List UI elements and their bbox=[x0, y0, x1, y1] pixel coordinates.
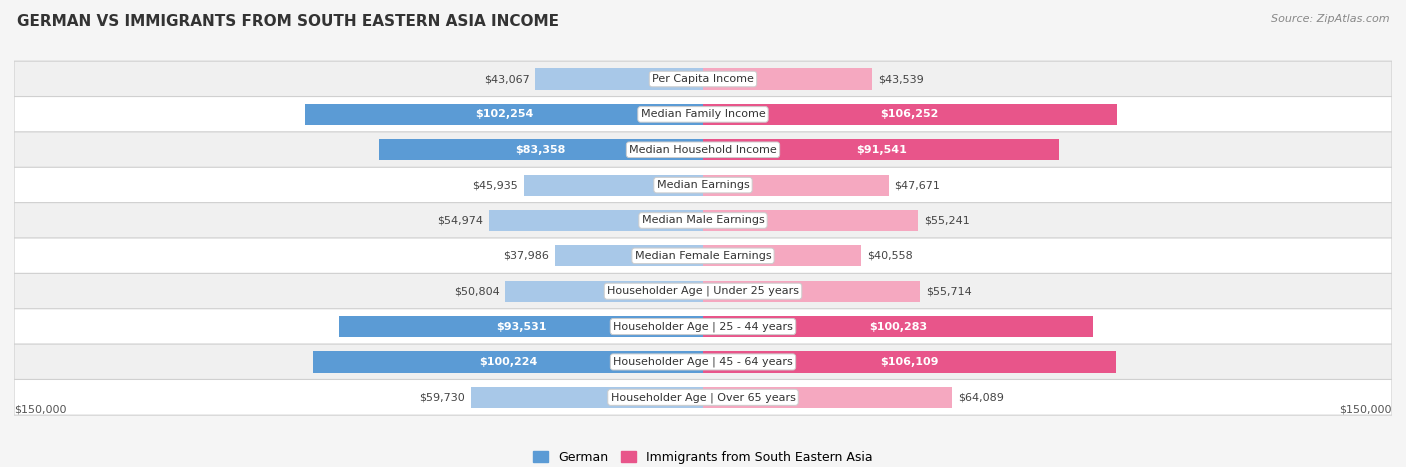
Text: $100,224: $100,224 bbox=[479, 357, 537, 367]
Bar bbox=[314, 351, 703, 373]
Bar bbox=[524, 175, 703, 196]
Bar bbox=[703, 210, 918, 231]
Text: Householder Age | Under 25 years: Householder Age | Under 25 years bbox=[607, 286, 799, 297]
Text: $47,671: $47,671 bbox=[894, 180, 941, 190]
Legend: German, Immigrants from South Eastern Asia: German, Immigrants from South Eastern As… bbox=[529, 446, 877, 467]
Text: $54,974: $54,974 bbox=[437, 215, 484, 226]
Text: Per Capita Income: Per Capita Income bbox=[652, 74, 754, 84]
Text: $93,531: $93,531 bbox=[496, 322, 546, 332]
Text: $64,089: $64,089 bbox=[959, 392, 1004, 402]
Text: Householder Age | 45 - 64 years: Householder Age | 45 - 64 years bbox=[613, 357, 793, 367]
Text: $43,067: $43,067 bbox=[484, 74, 530, 84]
Text: $40,558: $40,558 bbox=[866, 251, 912, 261]
Bar bbox=[703, 281, 920, 302]
Text: $50,804: $50,804 bbox=[454, 286, 499, 296]
Bar bbox=[555, 245, 703, 267]
Text: $102,254: $102,254 bbox=[475, 109, 533, 120]
Bar bbox=[305, 104, 703, 125]
Text: Median Family Income: Median Family Income bbox=[641, 109, 765, 120]
Bar bbox=[703, 245, 860, 267]
Text: $55,241: $55,241 bbox=[924, 215, 970, 226]
Text: $55,714: $55,714 bbox=[925, 286, 972, 296]
FancyBboxPatch shape bbox=[14, 203, 1392, 238]
Text: $106,109: $106,109 bbox=[880, 357, 939, 367]
Text: Median Female Earnings: Median Female Earnings bbox=[634, 251, 772, 261]
FancyBboxPatch shape bbox=[14, 380, 1392, 415]
Text: $43,539: $43,539 bbox=[879, 74, 924, 84]
FancyBboxPatch shape bbox=[14, 167, 1392, 203]
Text: $37,986: $37,986 bbox=[503, 251, 550, 261]
Bar bbox=[471, 387, 703, 408]
Bar bbox=[339, 316, 703, 337]
Text: $150,000: $150,000 bbox=[1340, 405, 1392, 415]
Text: $106,252: $106,252 bbox=[880, 109, 939, 120]
FancyBboxPatch shape bbox=[14, 61, 1392, 97]
FancyBboxPatch shape bbox=[14, 344, 1392, 380]
FancyBboxPatch shape bbox=[14, 132, 1392, 168]
Bar bbox=[703, 139, 1059, 160]
FancyBboxPatch shape bbox=[14, 238, 1392, 274]
Text: $100,283: $100,283 bbox=[869, 322, 927, 332]
Text: $91,541: $91,541 bbox=[856, 145, 907, 155]
Text: Householder Age | Over 65 years: Householder Age | Over 65 years bbox=[610, 392, 796, 403]
Bar bbox=[703, 175, 889, 196]
FancyBboxPatch shape bbox=[14, 273, 1392, 309]
Bar bbox=[703, 351, 1116, 373]
Bar bbox=[489, 210, 703, 231]
Text: Householder Age | 25 - 44 years: Householder Age | 25 - 44 years bbox=[613, 321, 793, 332]
FancyBboxPatch shape bbox=[14, 97, 1392, 132]
Text: GERMAN VS IMMIGRANTS FROM SOUTH EASTERN ASIA INCOME: GERMAN VS IMMIGRANTS FROM SOUTH EASTERN … bbox=[17, 14, 558, 29]
Bar bbox=[703, 387, 952, 408]
Text: Median Male Earnings: Median Male Earnings bbox=[641, 215, 765, 226]
Bar bbox=[536, 69, 703, 90]
Bar bbox=[703, 104, 1116, 125]
Text: $59,730: $59,730 bbox=[419, 392, 464, 402]
Text: Median Earnings: Median Earnings bbox=[657, 180, 749, 190]
Bar bbox=[505, 281, 703, 302]
Bar bbox=[703, 69, 873, 90]
Text: $150,000: $150,000 bbox=[14, 405, 66, 415]
Text: Median Household Income: Median Household Income bbox=[628, 145, 778, 155]
Text: $45,935: $45,935 bbox=[472, 180, 519, 190]
Text: $83,358: $83,358 bbox=[516, 145, 567, 155]
Bar bbox=[703, 316, 1094, 337]
FancyBboxPatch shape bbox=[14, 309, 1392, 345]
Text: Source: ZipAtlas.com: Source: ZipAtlas.com bbox=[1271, 14, 1389, 24]
Bar bbox=[378, 139, 703, 160]
